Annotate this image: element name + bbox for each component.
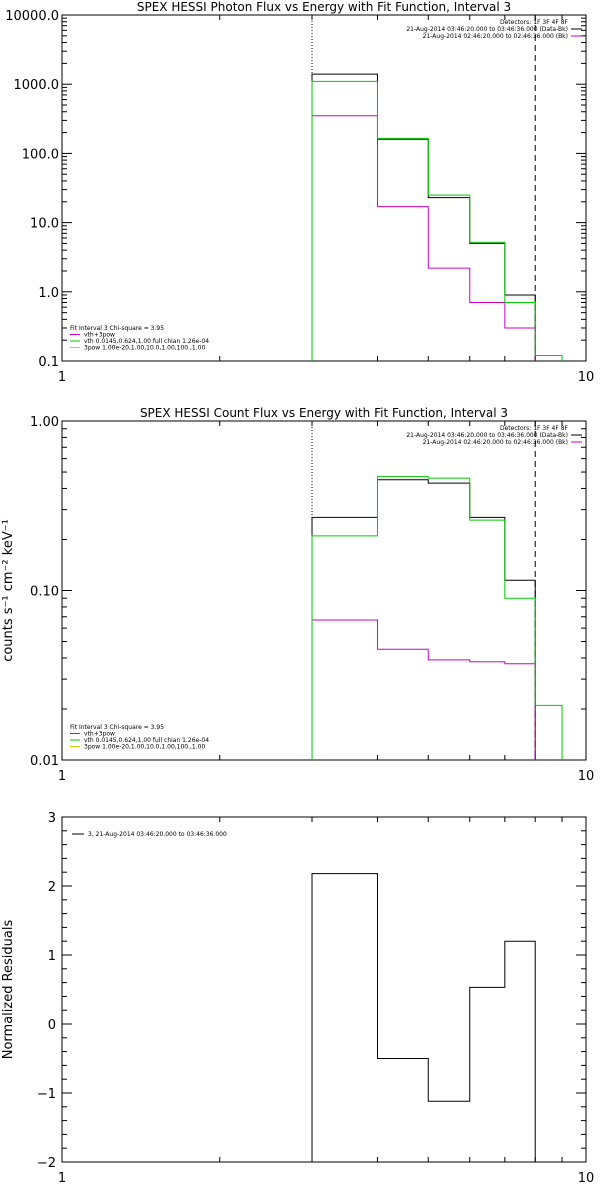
series-line-3 [311,476,563,760]
y-tick-label: 0.1 [38,355,59,370]
y-tick-label: −1 [37,1087,56,1102]
legend-entry: 21-Aug-2014 03:46:20.000 to 03:46:36.000… [406,432,568,439]
detectors-label: Detectors: 1F 3F 4F 8F [500,425,569,432]
x-tick-label: 1 [58,370,66,385]
y-tick-label: −2 [37,1156,56,1171]
series-line-1 [311,479,536,760]
x-tick-label: 1 [58,1171,66,1186]
y-tick-label: 1000.0 [14,78,60,93]
series-line-1 [311,873,536,1162]
x-tick-label: 10 [578,769,595,784]
y-tick-label: 0.10 [30,585,59,600]
y-tick-label: 1 [48,949,56,964]
y-tick-label: 2 [48,880,56,895]
legend-entry: 21-Aug-2014 03:46:20.000 to 03:46:36.000… [406,26,568,33]
fit-info-header: Fit Interval 3 Chi-square = 3.95 [70,325,164,332]
panel-1: SPEX HESSI Photon Flux vs Energy with Fi… [5,0,594,385]
fit-info-line: vth+3pow [84,731,115,738]
legend-entry: 21-Aug-2014 02:46:20.000 to 02:46:36.000… [423,33,568,40]
fit-info-line: 3pow 1.00e-20,1.00,10.0,1.00,100.,1.00 [84,744,205,751]
fit-info-line: vth 0.0145,0.624,1.00 full chian 1.26e-0… [84,737,209,744]
y-tick-label: 1.00 [30,415,59,430]
x-tick-label: 10 [578,1171,595,1186]
panel-2: SPEX HESSI Count Flux vs Energy with Fit… [1,406,594,784]
series-line-1 [311,73,536,361]
fit-info-line: vth 0.0145,0.624,1.00 full chian 1.26e-0… [84,338,209,345]
chart-title: SPEX HESSI Count Flux vs Energy with Fit… [140,406,508,420]
series-line-3 [311,80,563,361]
y-axis-label: counts s⁻¹ cm⁻² keV⁻¹ [1,519,16,662]
x-tick-label: 10 [578,370,595,385]
fit-info-line: vth+3pow [84,332,115,339]
plot-frame [61,420,587,761]
y-tick-label: 3 [48,811,56,826]
plot-frame [61,14,587,362]
legend-entry: 21-Aug-2014 02:46:20.000 to 02:46:36.000… [423,439,568,446]
series-line-2 [311,619,536,760]
series-line-2 [311,115,536,361]
y-axis-label: Normalized Residuals [1,920,16,1060]
legend-entry: 3, 21-Aug-2014 03:46:20.000 to 03:46:36.… [88,831,227,838]
x-tick-label: 1 [58,769,66,784]
fit-info-line: 3pow 1.00e-20,1.00,10.0,1.00,100.,1.00 [84,345,205,352]
y-tick-label: 0.01 [30,754,59,769]
plot-frame [61,816,587,1163]
chart-title: SPEX HESSI Photon Flux vs Energy with Fi… [137,0,511,14]
y-tick-label: 10.0 [30,217,59,232]
detectors-label: Detectors: 1F 3F 4F 8F [500,19,569,26]
y-tick-label: 100.0 [22,147,59,162]
y-tick-label: 10000.0 [5,9,59,24]
fit-info-header: Fit Interval 3 Chi-square = 3.95 [70,724,164,731]
y-tick-label: 1.0 [38,286,59,301]
y-tick-label: 0 [48,1018,56,1033]
